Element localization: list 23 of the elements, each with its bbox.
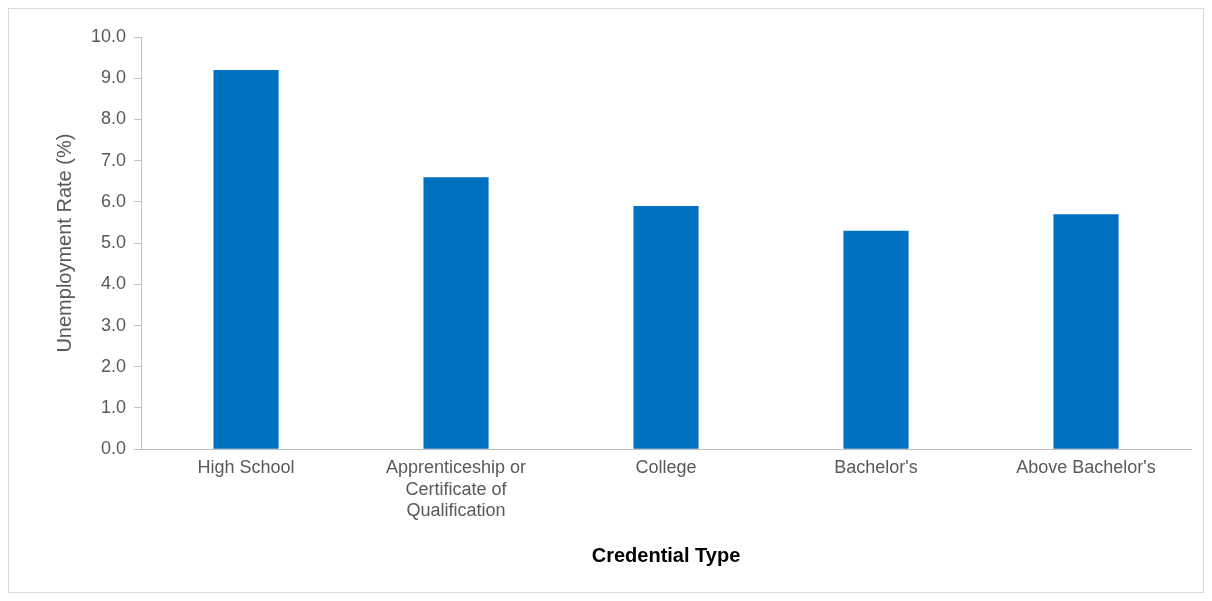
y-tick-label: 2.0 — [101, 355, 127, 376]
y-tick-label: 8.0 — [101, 108, 127, 129]
y-tick-label: 4.0 — [101, 273, 127, 294]
y-tick-label: 10.0 — [90, 25, 127, 46]
bar — [843, 230, 909, 449]
bar — [213, 69, 279, 449]
bar — [1053, 214, 1119, 449]
y-tick-label: 9.0 — [101, 67, 127, 88]
bar — [423, 177, 489, 449]
x-tick-label: Apprenticeship or Certificate of Qualification — [385, 456, 527, 521]
y-tick-label: 3.0 — [101, 314, 127, 335]
bar — [633, 206, 699, 449]
y-tick-label: 7.0 — [101, 149, 127, 170]
x-tick-label: College — [635, 456, 697, 477]
x-axis-title: Credential Type — [591, 543, 741, 566]
x-tick-label: Above Bachelor's — [1016, 456, 1156, 477]
y-tick-label: 6.0 — [101, 190, 127, 211]
y-axis-title: Unemployment Rate (%) — [52, 133, 75, 353]
x-tick-label: High School — [197, 456, 295, 477]
y-tick-label: 0.0 — [101, 438, 127, 459]
x-tick-label: Bachelor's — [834, 456, 918, 477]
y-tick-label: 1.0 — [101, 396, 127, 417]
y-tick-label: 5.0 — [101, 232, 127, 253]
